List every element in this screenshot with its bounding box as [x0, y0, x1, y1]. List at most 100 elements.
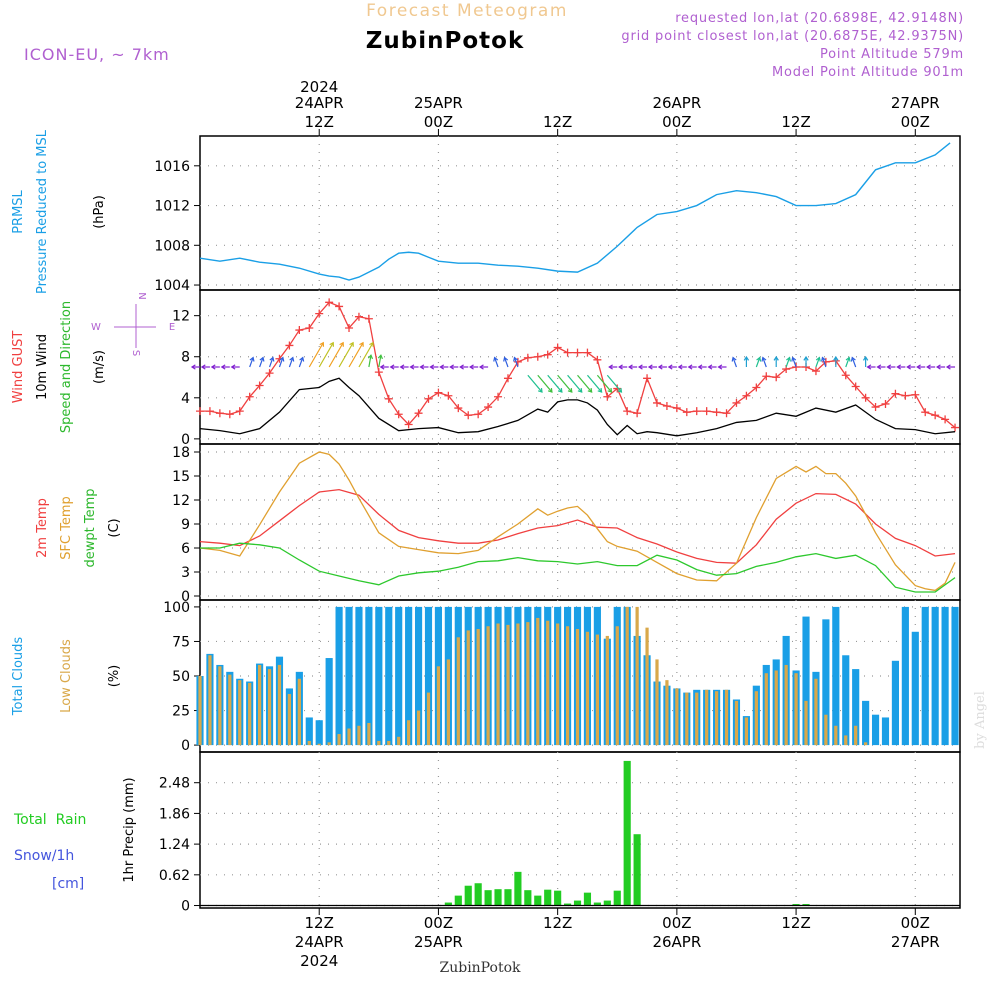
wind-dir-arrowhead	[657, 364, 663, 370]
total-cloud-bar	[385, 606, 393, 746]
total-cloud-bar	[414, 606, 423, 746]
low-clouds-label: Low Clouds	[59, 639, 74, 713]
wind-dir-arrowhead	[926, 364, 931, 370]
wind-dir-arrowhead	[617, 388, 623, 393]
requested-coords: requested lon,lat (20.6898E, 42.9148N)	[675, 11, 964, 26]
low-cloud-bar	[357, 725, 361, 746]
wind-dir-arrowhead	[886, 364, 892, 370]
time-label-bottom: 00Z	[662, 914, 691, 932]
t2m-line	[199, 488, 956, 564]
total-cloud-bar	[881, 717, 890, 746]
low-cloud-bar	[307, 740, 311, 746]
total-cloud-bar	[901, 606, 909, 746]
wind-dir-arrowhead	[791, 356, 797, 362]
gust-marker	[752, 383, 761, 392]
model-altitude: Model Point Altitude 901m	[772, 65, 964, 80]
rain-bar	[593, 902, 601, 906]
gust-marker	[335, 302, 344, 311]
gust-marker	[593, 355, 602, 364]
wind-dir-arrow	[785, 357, 791, 368]
wind-dir-arrow	[503, 357, 509, 368]
wind-dir-arrowhead	[850, 356, 856, 362]
prmsl-line	[199, 142, 951, 281]
wind-dir-arrowhead	[833, 355, 839, 361]
wind-dir-arrowhead	[190, 364, 196, 370]
low-cloud-bar	[814, 678, 818, 746]
y-tick-label: 0	[181, 432, 190, 448]
y-tick-label: 75	[172, 634, 190, 650]
wind10-line	[199, 377, 956, 437]
low-cloud-bar	[317, 743, 321, 746]
wind-dir-arrow	[278, 357, 284, 368]
low-cloud-bar	[267, 669, 272, 746]
wind-dir-arrowhead	[503, 356, 509, 362]
wind-dir-arrowhead	[409, 364, 415, 370]
panel-frame-pressure	[199, 135, 961, 291]
gust-marker	[374, 368, 383, 377]
time-label-top: 12Z	[543, 113, 572, 131]
time-label-top: 00Z	[424, 113, 453, 131]
wind-dir-arrowhead	[916, 364, 921, 370]
wind-dir-arrowhead	[815, 356, 821, 362]
wind-dir-arrowhead	[429, 364, 435, 370]
wind-dir-arrow	[328, 342, 344, 368]
gust-marker	[672, 404, 681, 413]
gust-marker	[245, 392, 254, 401]
low-cloud-bar	[724, 689, 729, 746]
temp-sfc-label: SFC Temp	[59, 496, 74, 560]
gust-marker	[394, 410, 403, 419]
time-label-top: 24APR	[295, 94, 344, 112]
rain-bar	[564, 903, 572, 906]
gust-marker	[921, 408, 930, 417]
precip-snow-label: Snow/1h	[14, 848, 74, 864]
total-cloud-bar	[832, 606, 840, 746]
wind-dir-arrowhead	[707, 364, 713, 370]
wind-dir-arrowhead	[513, 356, 519, 362]
wind-dir-arrowhead	[289, 356, 295, 362]
low-cloud-bar	[774, 670, 778, 746]
total-cloud-bar	[921, 606, 929, 746]
wind-dir-arrowhead	[803, 355, 809, 361]
y-tick-label: 8	[181, 350, 190, 366]
point-altitude: Point Altitude 579m	[820, 47, 964, 62]
gust-marker	[384, 394, 393, 403]
low-cloud-bar	[327, 742, 331, 746]
time-label-bottom: 2024	[300, 952, 338, 970]
time-label-top: 27APR	[891, 94, 940, 112]
low-cloud-bar	[794, 673, 798, 746]
y-tick-label: 25	[172, 704, 190, 720]
wind-dir-arrowhead	[279, 356, 285, 362]
low-cloud-bar	[546, 620, 550, 746]
gust-marker	[533, 352, 542, 361]
total-clouds-label: Total Clouds	[11, 637, 26, 717]
total-cloud-bar	[355, 606, 363, 746]
total-cloud-bar	[424, 606, 433, 746]
time-label-top: 00Z	[662, 113, 691, 131]
time-label-top: 12Z	[305, 113, 334, 131]
low-cloud-bar	[287, 693, 292, 746]
wind-dir-arrow	[494, 357, 499, 368]
wind-dir-arrowhead	[587, 388, 593, 393]
wind-dir-label: Speed and Direction	[59, 301, 74, 433]
gust-marker	[732, 398, 741, 407]
time-label-top: 25APR	[414, 94, 463, 112]
rain-bar	[464, 885, 472, 906]
y-tick-label: 2.48	[159, 776, 190, 792]
wind-dir-arrow	[586, 374, 603, 393]
total-cloud-bar	[375, 606, 383, 746]
wind-dir-arrowhead	[935, 364, 941, 370]
rain-bar	[623, 760, 631, 906]
gust-marker	[523, 353, 532, 362]
footer-location: ZubinPotok	[439, 960, 521, 976]
watermark: by Angel	[973, 691, 988, 749]
y-tick-label: 0	[181, 738, 190, 754]
time-label-top: 12Z	[781, 113, 810, 131]
y-tick-label: 18	[172, 445, 190, 461]
gust-marker	[643, 374, 652, 383]
gust-marker	[861, 393, 870, 402]
wind-dir-arrow	[318, 342, 334, 368]
wind-dir-arrowhead	[319, 341, 325, 347]
wind-dir-arrow	[537, 374, 553, 393]
low-cloud-bar	[854, 725, 858, 746]
model-label: ICON-EU, ~ 7km	[24, 45, 170, 64]
